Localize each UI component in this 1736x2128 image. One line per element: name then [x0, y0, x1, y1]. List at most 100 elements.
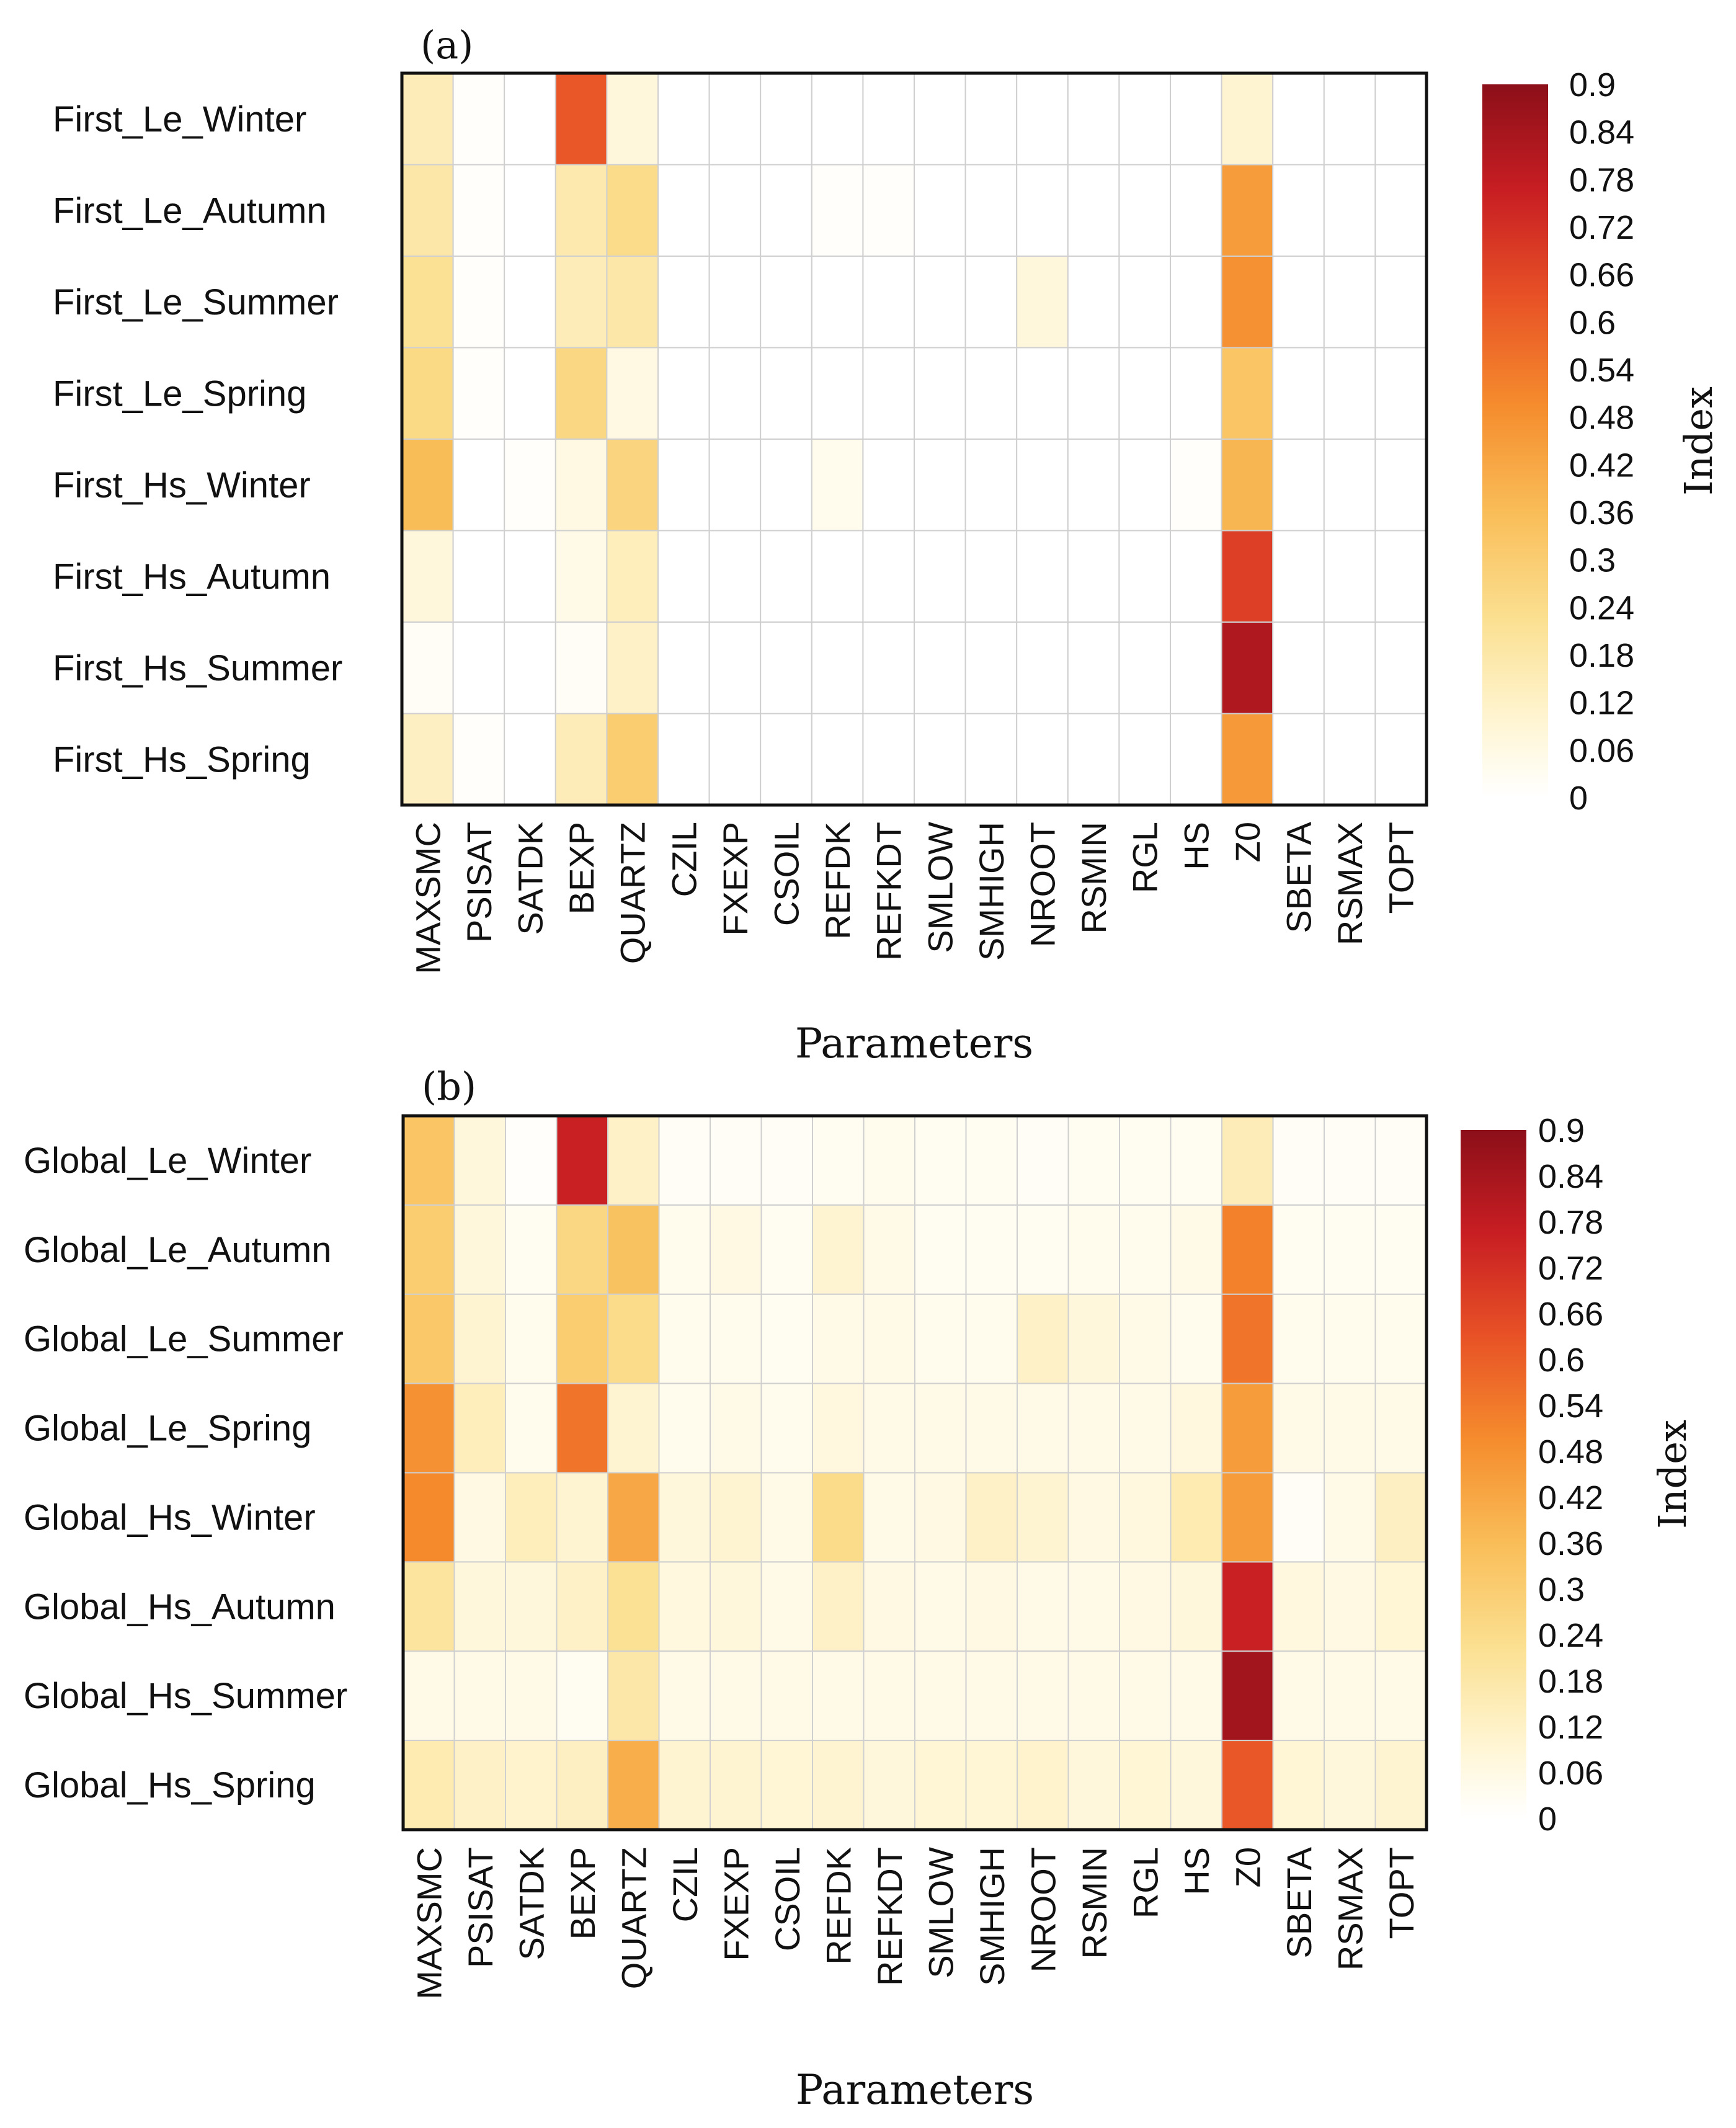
heatmap-cell: [708, 621, 762, 715]
colorbar-tick-label: 0.9: [1538, 1112, 1585, 1149]
heatmap-cell: [401, 164, 454, 257]
column-label: SMHIGH: [973, 1847, 1012, 1986]
colorbar-tick-label: 0.66: [1538, 1296, 1603, 1333]
column-label: SMLOW: [921, 1847, 960, 1979]
plot-frame: [401, 1114, 1428, 1832]
heatmap-cell: [1323, 713, 1376, 806]
heatmap-cell: [708, 713, 762, 806]
heatmap-cell: [403, 1472, 455, 1563]
column-label: TOPT: [1382, 1847, 1421, 1939]
heatmap-cell: [505, 1650, 558, 1742]
heatmap-cell: [1016, 347, 1069, 440]
heatmap-cell: [863, 1650, 915, 1742]
colorbar-tick-label: 0.36: [1538, 1525, 1603, 1562]
heatmap-cell: [1067, 1293, 1120, 1384]
row-label: First_Hs_Winter: [53, 465, 311, 505]
row-label: Global_Le_Winter: [24, 1141, 311, 1181]
heatmap-cell: [760, 439, 812, 532]
colorbar-title: Index: [1676, 386, 1721, 496]
heatmap-cell: [554, 713, 608, 806]
heatmap-cell: [554, 439, 608, 532]
heatmap-cell: [1118, 256, 1172, 349]
column-label: RGL: [1126, 1847, 1165, 1918]
heatmap-cell: [504, 530, 556, 623]
heatmap-cell: [453, 1740, 506, 1831]
heatmap-cell: [760, 164, 812, 257]
heatmap-cell: [504, 621, 556, 715]
heatmap-cell: [1170, 1472, 1222, 1563]
heatmap-cell: [1272, 621, 1325, 715]
heatmap-cell: [657, 73, 710, 166]
heatmap-cell: [1067, 1472, 1120, 1563]
heatmap-cell: [657, 530, 710, 623]
heatmap-cell: [403, 1561, 455, 1652]
heatmap-cell: [964, 713, 1018, 806]
heatmap-cell: [606, 713, 659, 806]
heatmap-cell: [760, 1382, 813, 1474]
heatmap-cell: [1272, 1204, 1325, 1295]
heatmap-cell: [401, 713, 454, 806]
heatmap-cell: [914, 164, 966, 257]
heatmap-cell: [505, 1204, 558, 1295]
heatmap-cell: [452, 73, 505, 166]
heatmap-cell: [964, 256, 1018, 349]
heatmap-cell: [965, 1115, 1018, 1206]
heatmap-cell: [710, 1740, 762, 1831]
heatmap-cell: [760, 530, 812, 623]
heatmap-cell: [964, 530, 1018, 623]
colorbar-tick-label: 0.24: [1569, 589, 1634, 626]
heatmap-cell: [1119, 1115, 1172, 1206]
heatmap-cell: [554, 530, 608, 623]
heatmap-cell: [504, 256, 556, 349]
heatmap-cell: [760, 1293, 813, 1384]
heatmap-cell: [452, 530, 505, 623]
heatmap-cell: [556, 1204, 608, 1295]
heatmap-cell: [453, 1650, 506, 1742]
heatmap-cell: [1221, 347, 1274, 440]
column-label: REFDK: [818, 822, 857, 940]
heatmap-cell: [1067, 1650, 1120, 1742]
heatmap-cell: [658, 1382, 711, 1474]
column-label: HS: [1177, 1847, 1216, 1895]
heatmap-cell: [1323, 256, 1376, 349]
heatmap-cell: [1016, 530, 1069, 623]
heatmap-cell: [863, 1472, 915, 1563]
heatmap-cell: [1067, 621, 1120, 715]
heatmap-cell: [401, 530, 454, 623]
heatmap-cell: [811, 439, 864, 532]
heatmap-cell: [863, 1293, 915, 1384]
heatmap-cell: [1324, 1650, 1376, 1742]
heatmap-cell: [1170, 713, 1222, 806]
heatmap-cell: [914, 713, 966, 806]
heatmap-cell: [658, 1293, 711, 1384]
heatmap-cell: [1374, 1472, 1427, 1563]
heatmap-cell: [760, 1650, 813, 1742]
column-label: PSISAT: [461, 1847, 500, 1968]
panel-label: (b): [422, 1064, 476, 1109]
heatmap-cell: [1374, 1204, 1427, 1295]
heatmap-cell: [812, 1561, 865, 1652]
heatmap-cell: [812, 1204, 865, 1295]
colorbar-tick-label: 0.66: [1569, 257, 1634, 294]
heatmap-cell: [914, 1740, 967, 1831]
heatmap-cell: [760, 73, 812, 166]
heatmap-cell: [606, 621, 659, 715]
colorbar: [1461, 1130, 1526, 1819]
heatmap-cell: [914, 621, 966, 715]
heatmap-cell: [453, 1115, 506, 1206]
heatmap-cell: [658, 1561, 711, 1652]
heatmap-cell: [1221, 439, 1274, 532]
heatmap-cell: [1170, 439, 1222, 532]
heatmap-cell: [811, 621, 864, 715]
heatmap-cell: [812, 1650, 865, 1742]
heatmap-cell: [1272, 164, 1325, 257]
heatmap-cell: [403, 1293, 455, 1384]
heatmap-cell: [606, 439, 659, 532]
heatmap-cell: [554, 164, 608, 257]
heatmap-cell: [1067, 530, 1120, 623]
heatmap-cell: [453, 1472, 506, 1563]
colorbar-tick-label: 0.3: [1569, 542, 1616, 579]
heatmap-cell: [1221, 73, 1274, 166]
heatmap-cell: [1323, 621, 1376, 715]
heatmap-cell: [760, 1561, 813, 1652]
